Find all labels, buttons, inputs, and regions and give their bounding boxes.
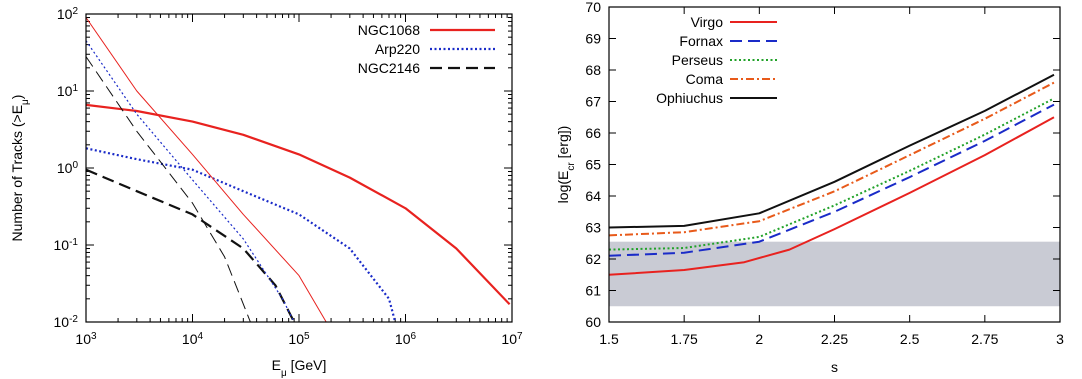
x-tick-label: 1.5 xyxy=(599,331,619,347)
y-tick-label: 69 xyxy=(585,31,601,47)
shaded-band xyxy=(609,241,1060,307)
y-tick-label: 60 xyxy=(585,314,601,330)
legend-label: NGC1068 xyxy=(358,22,420,38)
y-tick-label: 10-2 xyxy=(54,314,79,331)
x-tick-label: 107 xyxy=(501,331,523,348)
y-tick-label: 70 xyxy=(585,0,601,15)
x-tick-label: 106 xyxy=(395,331,417,348)
y-tick-label: 64 xyxy=(585,188,601,204)
x-tick-label: 3 xyxy=(1056,331,1064,347)
series-fornax xyxy=(608,103,1055,257)
series-secondary-line xyxy=(86,56,251,322)
y-tick-label: 10-1 xyxy=(54,237,79,254)
y-tick-label: 66 xyxy=(585,125,601,141)
x-tick-label: 2.5 xyxy=(900,331,920,347)
x-tick-label: 103 xyxy=(75,331,97,348)
x-tick-label: 2.25 xyxy=(821,331,848,347)
y-tick-label: 67 xyxy=(585,94,601,110)
legend-label: Coma xyxy=(686,71,724,87)
x-axis-label: Eμ [GeV] xyxy=(272,357,327,379)
series-secondary-line xyxy=(86,17,327,322)
series-arp220 xyxy=(86,147,397,322)
series-virgo xyxy=(608,116,1055,276)
y-axis-label: log(Ecr [erg]) xyxy=(555,126,577,204)
left-plot-frame xyxy=(85,13,513,323)
y-tick-label: 65 xyxy=(585,157,601,173)
x-tick-label: 104 xyxy=(182,331,204,348)
y-tick-label: 101 xyxy=(57,83,79,100)
series-ophiuchus xyxy=(608,73,1055,229)
legend-label: Perseus xyxy=(672,52,723,68)
legend-label: NGC2146 xyxy=(358,60,420,76)
y-tick-label: 68 xyxy=(585,62,601,78)
series-coma xyxy=(608,81,1055,237)
x-tick-label: 1.75 xyxy=(671,331,698,347)
x-tick-label: 105 xyxy=(288,331,310,348)
series-ngc2146 xyxy=(86,168,296,322)
legend-label: Ophiuchus xyxy=(656,90,723,106)
x-axis-label: s xyxy=(831,359,838,375)
right-chart: 1.5 1.75 2 2.25 2.5 2.75 3 60 61 62 63 64 65 66 67 68 69… xyxy=(555,0,1064,375)
y-tick-label: 102 xyxy=(57,6,79,23)
y-tick-label: 63 xyxy=(585,220,601,236)
y-tick-label: 62 xyxy=(585,251,601,267)
legend-label: Arp220 xyxy=(375,41,420,57)
y-axis-label: Number of Tracks (>Eμ) xyxy=(9,95,31,242)
right-plot-frame xyxy=(608,6,1061,323)
series-ngc1068 xyxy=(86,103,511,306)
legend-label: Virgo xyxy=(691,14,724,30)
y-tick-label: 61 xyxy=(585,283,601,299)
left-series-group xyxy=(86,17,511,322)
legend-label: Fornax xyxy=(679,33,723,49)
series-secondary-line xyxy=(86,40,295,322)
x-tick-label: 2 xyxy=(755,331,763,347)
y-tick-label: 100 xyxy=(57,160,79,177)
x-tick-label: 2.75 xyxy=(971,331,998,347)
left-chart: 103 104 105 106 107 10-2 10-1 100 101 102 NGC1068 A… xyxy=(9,6,523,379)
